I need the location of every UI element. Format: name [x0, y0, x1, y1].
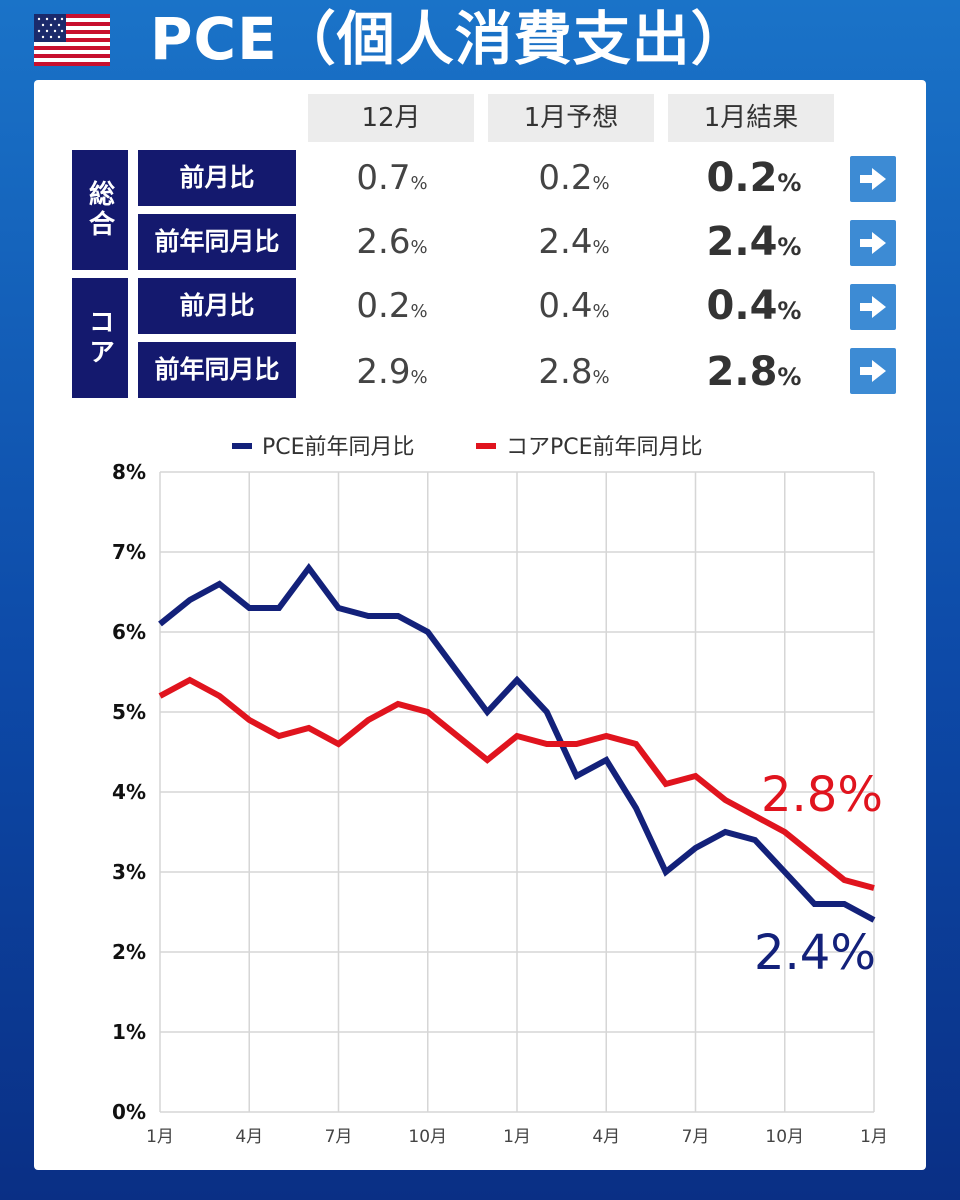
cell-headline-mom-prev: 0.7% [356, 158, 428, 198]
legend-label-pce: PCE前年同月比 [262, 435, 415, 460]
row-label-yoy-headline: 前年同月比 [138, 214, 296, 270]
legend-label-core-pce: コアPCE前年同月比 [506, 435, 703, 460]
x-tick-label: 7月 [682, 1127, 710, 1147]
cell-core-yoy-prev: 2.9% [356, 352, 428, 392]
y-tick-label: 4% [112, 780, 146, 804]
row-label-mom-core: 前月比 [138, 278, 296, 334]
chart-series [158, 562, 876, 923]
cell-headline-mom-forecast: 0.2% [538, 158, 610, 198]
cell-headline-yoy-prev: 2.6% [356, 222, 428, 262]
chart-legend: PCE前年同月比 コアPCE前年同月比 [232, 435, 703, 460]
cell-headline-yoy-result: 2.4% [706, 219, 802, 265]
arrow-right-icon[interactable] [850, 284, 896, 330]
x-tick-label: 4月 [592, 1127, 620, 1147]
x-tick-label: 1月 [146, 1127, 174, 1147]
group-label-core: コア [72, 278, 128, 398]
group-label-headline: 総合 [72, 150, 128, 270]
x-tick-label: 1月 [860, 1127, 888, 1147]
col-header-forecast: 1月予想 [488, 94, 654, 142]
x-tick-label: 10月 [765, 1127, 804, 1147]
y-tick-label: 5% [112, 700, 146, 724]
cell-core-yoy-forecast: 2.8% [538, 352, 610, 392]
arrow-right-icon[interactable] [850, 348, 896, 394]
x-tick-label: 7月 [325, 1127, 353, 1147]
page-title: PCE（個人消費支出） [150, 5, 750, 73]
end-label-core-pce: 2.8% [761, 767, 883, 823]
cell-headline-mom-result: 0.2% [706, 155, 802, 201]
cell-core-yoy-result: 2.8% [706, 349, 802, 395]
col-header-result: 1月結果 [668, 94, 834, 142]
x-tick-label: 10月 [408, 1127, 447, 1147]
y-tick-label: 3% [112, 860, 146, 884]
cell-core-mom-prev: 0.2% [356, 286, 428, 326]
cell-headline-yoy-forecast: 2.4% [538, 222, 610, 262]
col-header-prev: 12月 [308, 94, 474, 142]
y-tick-label: 7% [112, 540, 146, 564]
x-tick-label: 4月 [235, 1127, 263, 1147]
x-tick-label: 1月 [503, 1127, 531, 1147]
pce-line-chart: 0% 1% 2% 3% 4% 5% 6% 7% 8% 1月 4月 7月 10月 1月 4月 7月 10月 1月 P… [112, 435, 888, 1147]
row-label-mom-headline: 前月比 [138, 150, 296, 206]
y-tick-label: 6% [112, 620, 146, 644]
y-tick-label: 1% [112, 1020, 146, 1044]
chart-axes: 0% 1% 2% 3% 4% 5% 6% 7% 8% 1月 4月 7月 10月 1月 4月 7月 10月 1月 [112, 460, 888, 1147]
series-line-core-pce [158, 676, 875, 891]
content-panel: 12月 1月予想 1月結果 総合 コア 前月比 前年同月比 前月比 前年同月比 … [34, 80, 926, 1170]
y-tick-label: 2% [112, 940, 146, 964]
cell-core-mom-result: 0.4% [706, 283, 802, 329]
us-flag-icon [34, 14, 110, 66]
arrow-right-icon[interactable] [850, 156, 896, 202]
y-tick-label: 0% [112, 1100, 146, 1124]
chart-grid [159, 471, 875, 1113]
end-label-pce: 2.4% [754, 925, 876, 981]
row-label-yoy-core: 前年同月比 [138, 342, 296, 398]
cell-core-mom-forecast: 0.4% [538, 286, 610, 326]
series-line-pce [158, 562, 876, 923]
arrow-right-icon[interactable] [850, 220, 896, 266]
y-tick-label: 8% [112, 460, 146, 484]
